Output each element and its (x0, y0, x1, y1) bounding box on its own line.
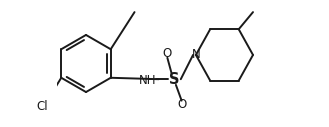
Text: O: O (163, 47, 172, 60)
Text: Cl: Cl (36, 100, 48, 113)
Text: NH: NH (139, 74, 156, 87)
Text: S: S (169, 72, 180, 87)
Text: O: O (177, 98, 186, 111)
Text: N: N (191, 48, 200, 61)
